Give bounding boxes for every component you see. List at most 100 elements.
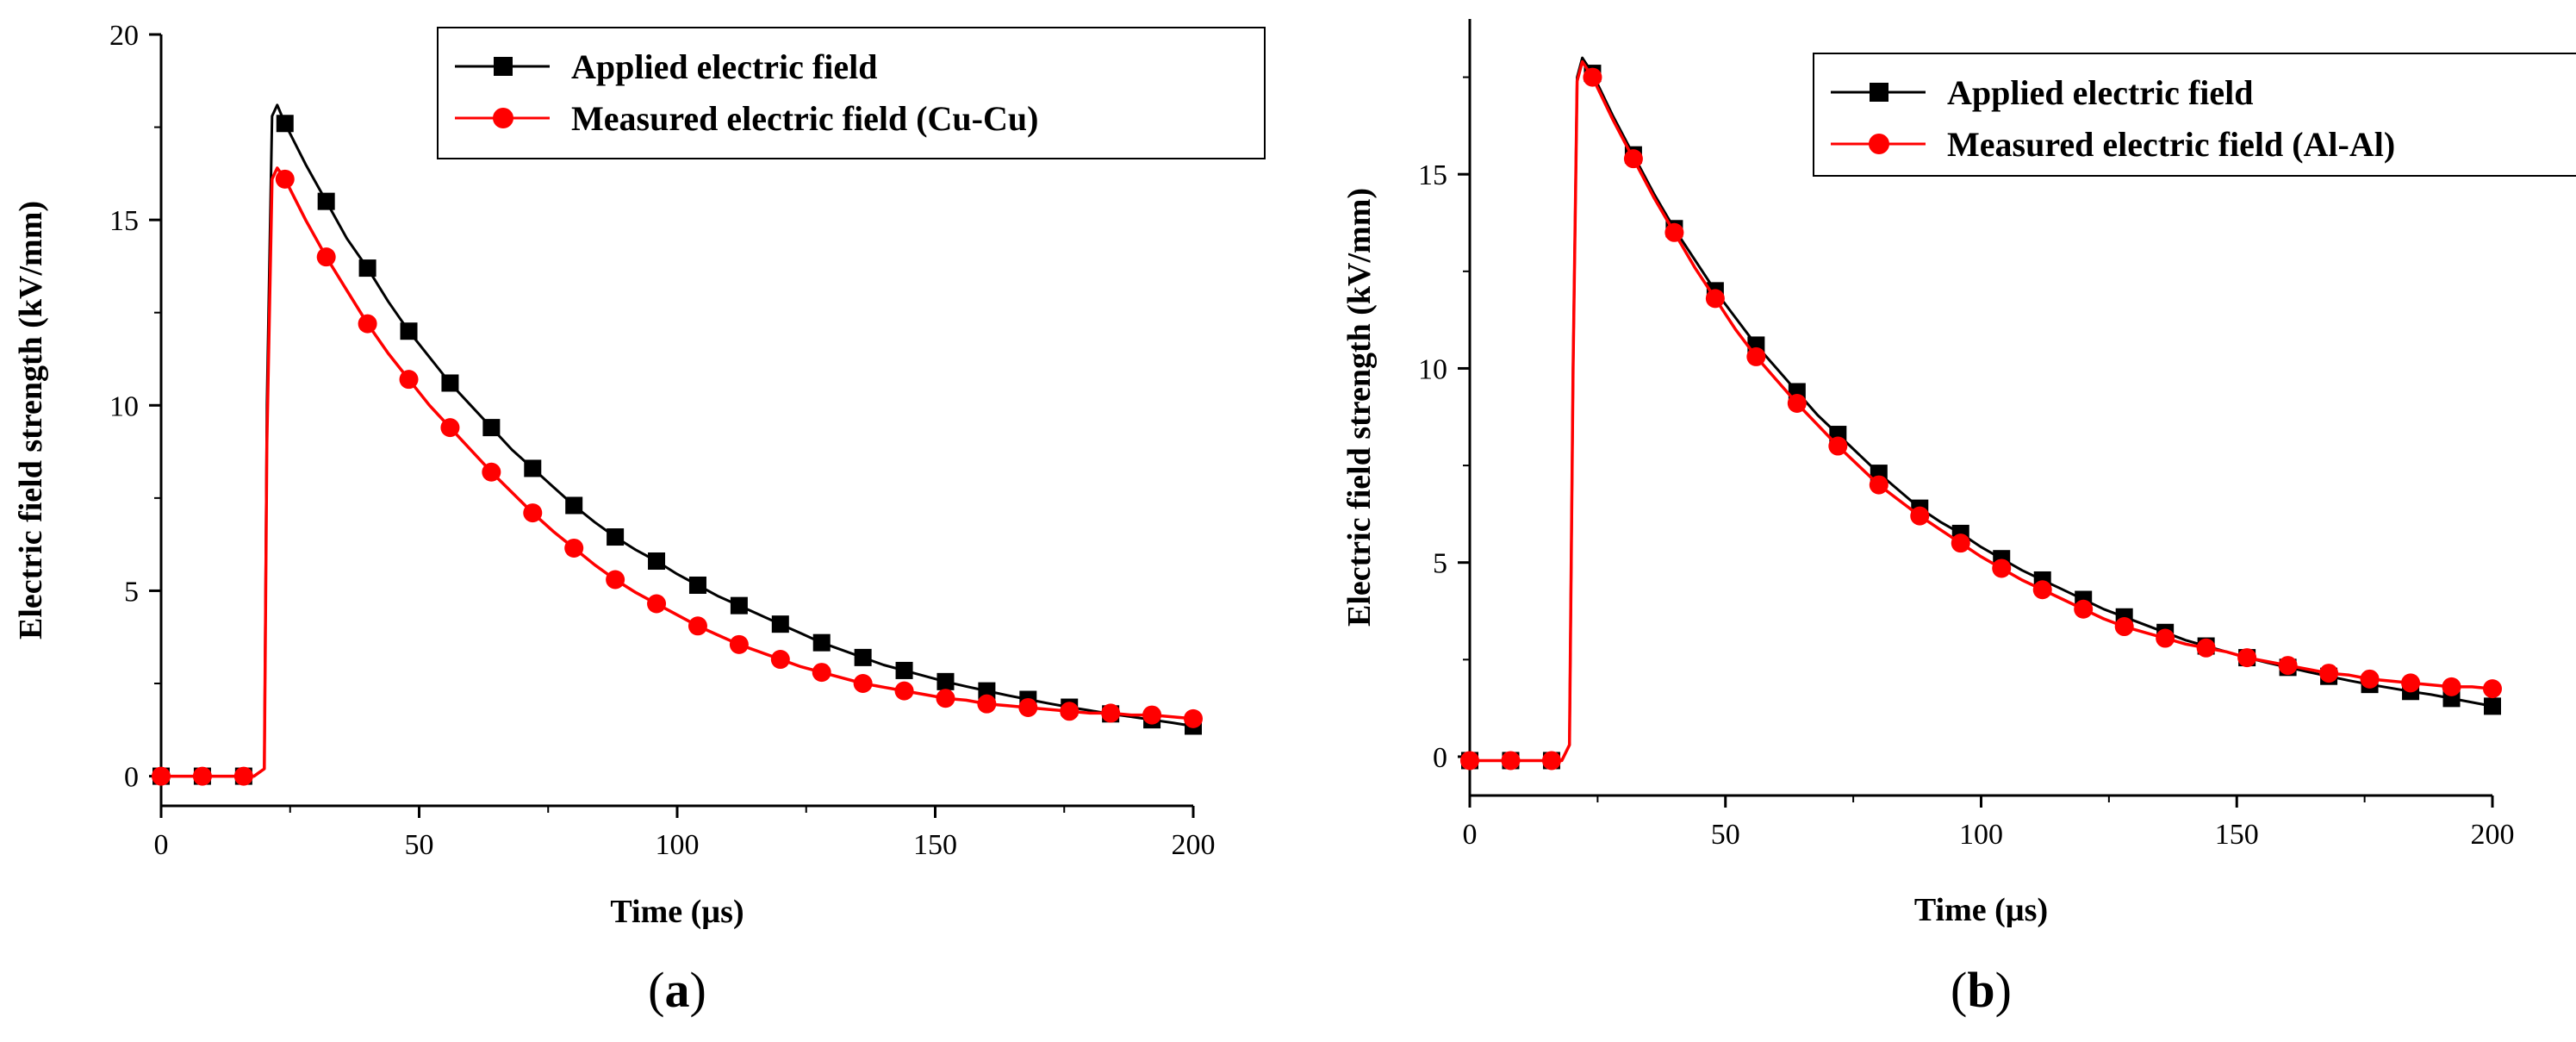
data-point-circle <box>2114 617 2134 637</box>
x-tick-label: 50 <box>405 829 434 861</box>
data-point-square <box>978 682 996 700</box>
x-axis-title: Time (µs) <box>610 894 744 930</box>
y-tick-label: 10 <box>109 390 139 422</box>
data-point-circle <box>894 681 914 701</box>
data-point-circle <box>2442 677 2461 696</box>
data-point-circle <box>316 247 336 267</box>
legend-label: Measured electric field (Cu-Cu) <box>571 99 1038 138</box>
data-point-circle <box>1992 558 2012 578</box>
data-point-square <box>524 459 542 477</box>
data-point-circle <box>482 462 501 482</box>
panel-caption: (a) <box>648 962 706 1018</box>
data-point-circle <box>1828 436 1848 456</box>
data-point-square <box>895 661 913 679</box>
data-point-square <box>276 115 294 133</box>
data-point-square <box>771 615 789 633</box>
series-line <box>161 166 1194 778</box>
data-point-circle <box>1583 67 1602 87</box>
data-point-circle <box>2156 628 2175 648</box>
data-point-circle <box>1018 697 1038 717</box>
y-tick-label: 15 <box>109 205 139 237</box>
data-point-circle <box>729 634 749 654</box>
data-point-circle <box>1541 751 1561 771</box>
x-tick-label: 200 <box>1172 829 1216 861</box>
data-point-circle <box>2074 599 2094 619</box>
data-point-circle <box>275 169 295 189</box>
x-tick-label: 100 <box>656 829 700 861</box>
data-point-circle <box>440 418 460 438</box>
data-point-square <box>565 496 583 515</box>
series-line <box>1470 59 2493 763</box>
data-point-square <box>2484 697 2501 715</box>
data-point-square <box>441 374 459 392</box>
data-point-square <box>648 552 666 571</box>
y-axis-title: Electric field strength (kV/mm) <box>1341 188 1378 627</box>
data-point-circle <box>1501 751 1521 771</box>
data-point-circle <box>233 766 253 786</box>
data-point-circle <box>2319 664 2339 683</box>
series-measured <box>1460 59 2502 771</box>
legend-marker-circle <box>493 108 513 128</box>
chart-panel-b: 0 50 100 150 200 0 5 10 15 Time (µs) Electric fiel… <box>1341 19 2576 1018</box>
legend: Applied electric field Measured electric … <box>437 27 1266 159</box>
data-point-circle <box>647 594 667 614</box>
data-point-square <box>400 322 418 340</box>
x-tick-label: 150 <box>2215 819 2259 851</box>
x-tick-label: 100 <box>1959 819 2003 851</box>
data-point-circle <box>192 766 212 786</box>
y-tick-label: 0 <box>1433 742 1447 774</box>
data-point-circle <box>1787 393 1807 413</box>
data-point-square <box>936 672 955 690</box>
x-tick-label: 200 <box>2471 819 2515 851</box>
data-point-square <box>607 528 625 546</box>
data-point-circle <box>1910 506 1930 526</box>
data-point-square <box>730 596 748 615</box>
data-point-circle <box>936 689 955 708</box>
y-tick-label: 10 <box>1418 353 1447 385</box>
legend-marker-square <box>494 57 513 76</box>
data-point-square <box>812 633 831 652</box>
data-point-circle <box>152 766 171 786</box>
data-point-square <box>317 192 335 210</box>
data-point-circle <box>523 503 543 523</box>
y-axis-title: Electric field strength (kV/mm) <box>13 201 49 640</box>
data-point-circle <box>1705 289 1725 309</box>
data-point-circle <box>2483 679 2502 699</box>
data-point-square <box>358 259 376 278</box>
data-point-circle <box>1101 703 1121 723</box>
data-point-circle <box>606 570 625 590</box>
data-point-circle <box>2237 648 2257 668</box>
x-tick-label: 150 <box>913 829 957 861</box>
data-point-circle <box>2196 638 2216 658</box>
data-point-circle <box>1060 702 1080 721</box>
series-measured <box>152 166 1203 786</box>
data-point-circle <box>1951 533 1970 553</box>
data-point-circle <box>977 694 997 714</box>
data-point-circle <box>358 314 377 334</box>
data-point-circle <box>2401 673 2421 693</box>
data-point-circle <box>2278 656 2298 676</box>
data-point-circle <box>1746 346 1766 366</box>
data-point-circle <box>1184 708 1203 728</box>
x-tick-label: 50 <box>1711 819 1740 851</box>
data-point-circle <box>1869 475 1888 495</box>
data-point-circle <box>564 538 584 558</box>
data-point-circle <box>1142 705 1162 725</box>
legend-marker-square <box>1870 83 1888 102</box>
y-tick-label: 5 <box>1433 548 1447 580</box>
data-point-circle <box>399 370 419 390</box>
legend: Applied electric field Measured electric … <box>1813 53 2576 177</box>
legend-label: Applied electric field <box>571 47 877 86</box>
series-line <box>1470 56 2493 762</box>
data-point-square <box>854 648 872 666</box>
legend-marker-circle <box>1869 134 1889 154</box>
x-axis-title: Time (µs) <box>1914 892 2048 928</box>
data-point-circle <box>1460 751 1479 771</box>
data-point-circle <box>2032 580 2052 600</box>
x-tick-label: 0 <box>1463 819 1478 851</box>
data-point-circle <box>1664 222 1684 242</box>
y-tick-label: 15 <box>1418 159 1447 191</box>
x-tick-label: 0 <box>154 829 169 861</box>
data-point-square <box>482 419 501 437</box>
